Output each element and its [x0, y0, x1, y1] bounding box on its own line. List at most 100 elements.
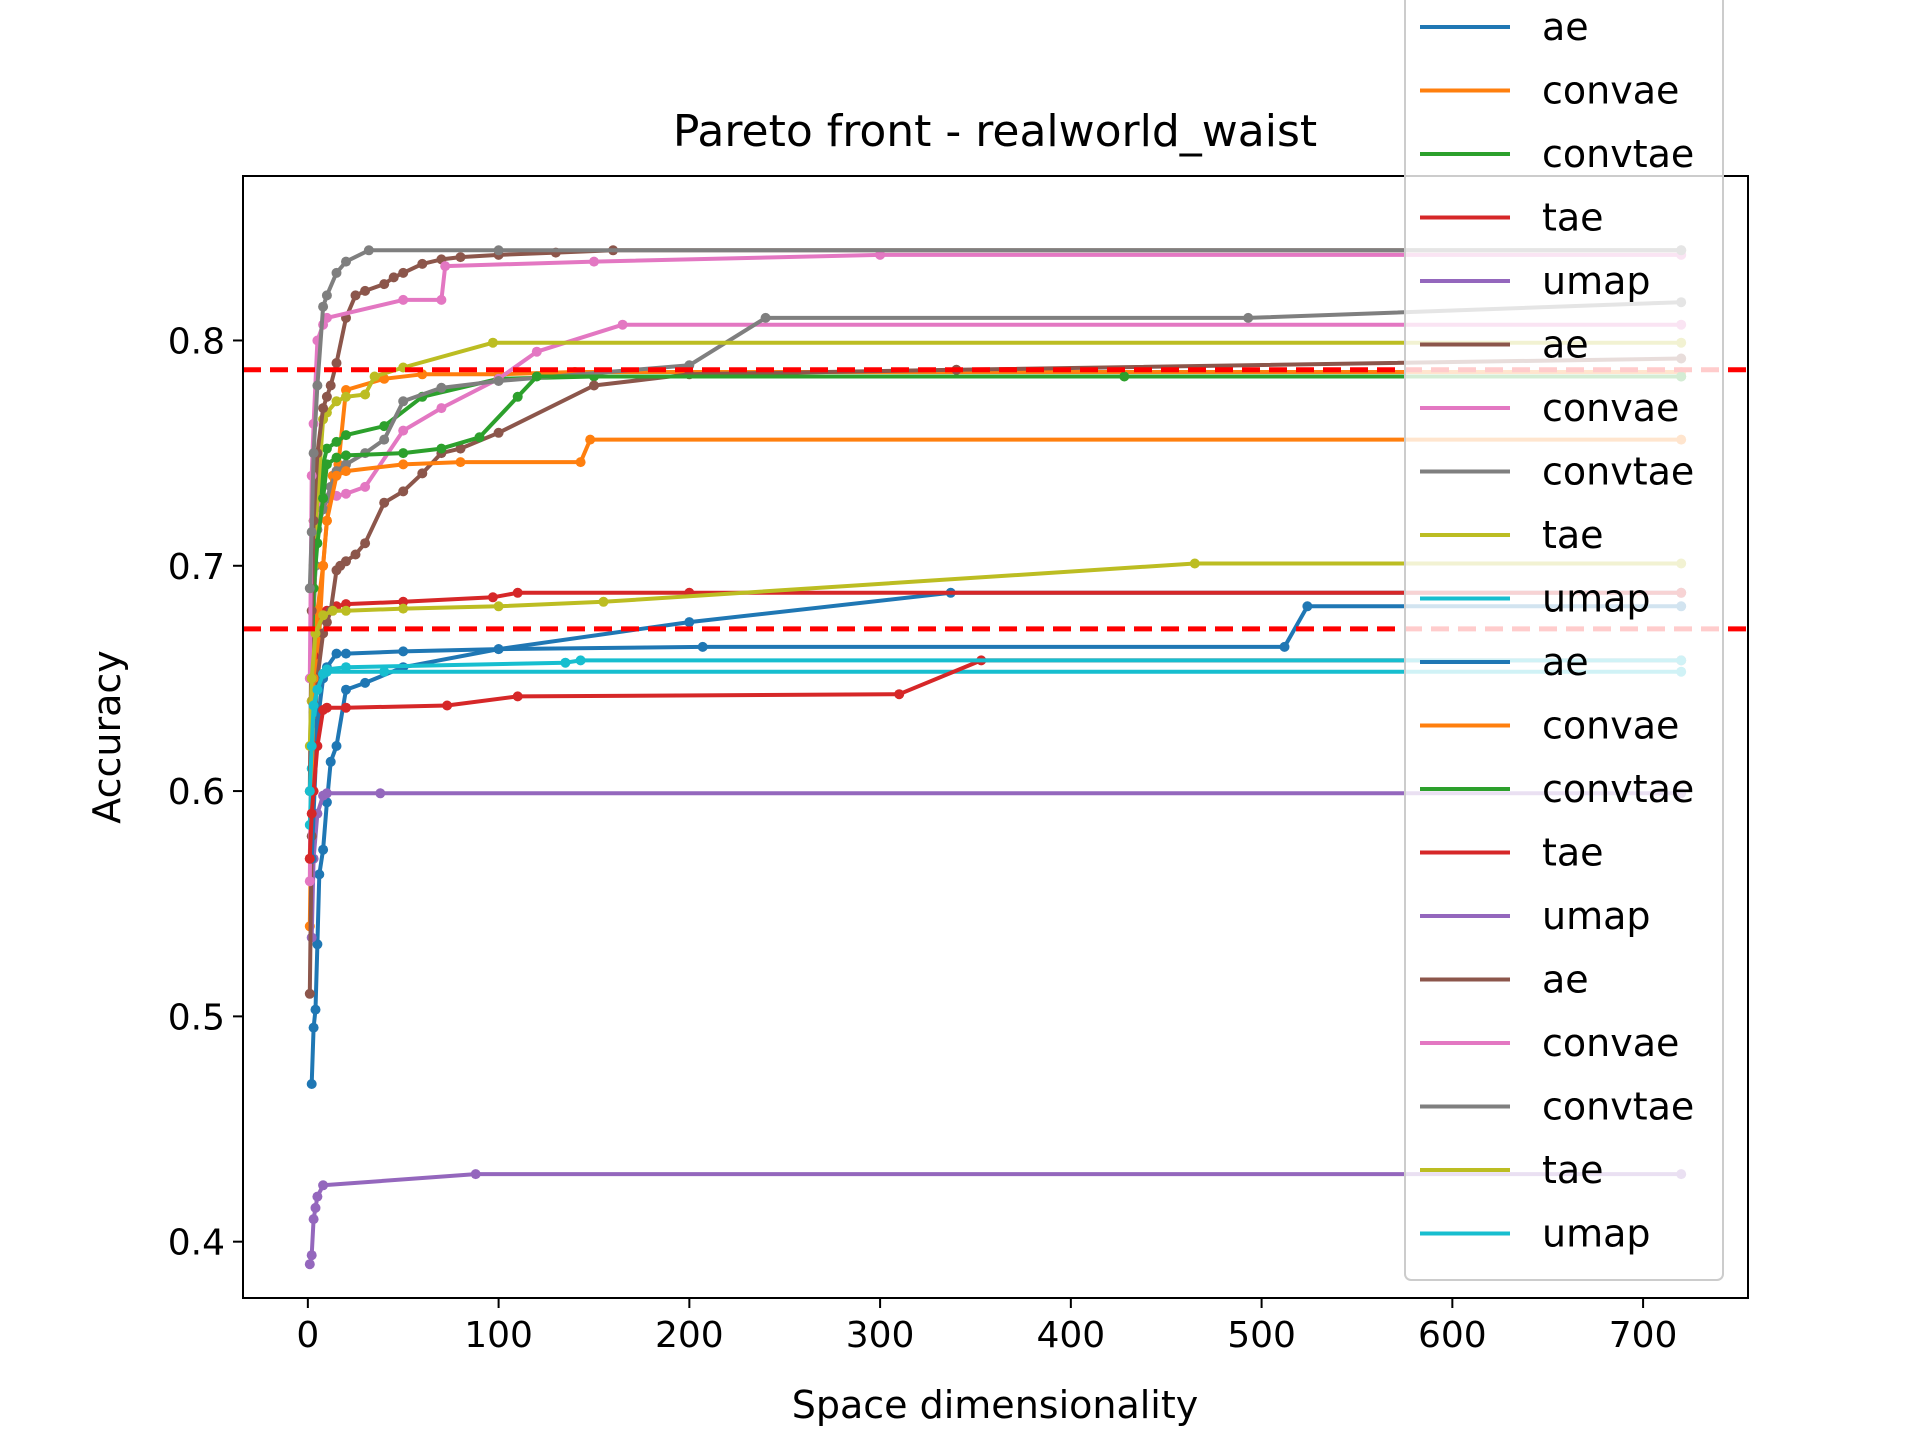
data-point — [379, 497, 390, 508]
data-point — [493, 644, 504, 655]
x-axis-label: Space dimensionality — [792, 1383, 1199, 1427]
series-line-1 — [309, 590, 1682, 1085]
data-point — [314, 869, 325, 880]
data-point — [341, 450, 351, 461]
data-point — [312, 1191, 323, 1202]
legend-item: tae — [1420, 196, 1604, 240]
legend-label: tae — [1542, 831, 1604, 875]
x-tick-label: 600 — [1418, 1315, 1487, 1356]
data-point — [442, 700, 453, 711]
legend-item: ae — [1420, 323, 1589, 367]
data-point — [341, 684, 351, 695]
legend-item: tae — [1420, 1148, 1604, 1192]
data-point — [306, 808, 317, 819]
data-point — [321, 459, 332, 470]
legend-item: umap — [1420, 894, 1651, 938]
data-point — [318, 403, 329, 414]
data-point — [331, 741, 342, 751]
data-point — [398, 448, 409, 459]
data-point — [379, 666, 390, 677]
data-point — [512, 391, 523, 402]
data-point — [575, 655, 586, 666]
data-point — [304, 988, 315, 999]
data-point — [684, 617, 695, 628]
y-tick-label: 0.6 — [168, 772, 225, 813]
data-point — [350, 290, 361, 301]
data-point — [321, 290, 332, 301]
data-point — [318, 301, 329, 312]
legend-item: tae — [1420, 831, 1604, 875]
legend-label: convae — [1542, 704, 1679, 748]
x-tick-label: 400 — [1036, 1315, 1105, 1356]
legend-item: ae — [1420, 640, 1589, 684]
data-point — [1189, 558, 1200, 569]
data-point — [436, 443, 447, 454]
data-point — [455, 252, 466, 263]
data-point — [1279, 641, 1290, 652]
data-point — [306, 527, 317, 537]
data-point — [875, 249, 886, 260]
data-point — [331, 436, 342, 447]
legend-label: tae — [1542, 513, 1604, 557]
y-tick-label: 0.4 — [168, 1223, 225, 1264]
plot-frame — [242, 175, 1749, 1299]
y-axis: 0.4 0.5 0.6 0.7 0.8 — [168, 321, 243, 1264]
data-point — [318, 610, 329, 621]
data-point — [312, 939, 323, 950]
data-point — [487, 337, 498, 348]
legend-item: umap — [1420, 577, 1651, 621]
data-point — [697, 641, 708, 652]
series-umap-15 — [304, 1169, 1687, 1270]
data-point — [310, 1202, 321, 1213]
data-point — [398, 267, 409, 278]
data-point — [436, 382, 447, 393]
data-point — [321, 664, 332, 675]
legend-item: tae — [1420, 513, 1604, 557]
legend-label: convtae — [1542, 767, 1694, 811]
legend: ae convae convtae tae umap ae convae convtae tae… — [1404, 0, 1724, 1281]
legend-label: tae — [1542, 1148, 1604, 1192]
legend-label: convae — [1542, 1021, 1679, 1065]
data-point — [493, 245, 504, 256]
data-point — [308, 700, 319, 711]
data-point — [325, 756, 336, 767]
data-point — [306, 1250, 317, 1261]
data-point — [318, 493, 329, 504]
data-point — [310, 1004, 321, 1015]
legend-label: tae — [1542, 196, 1604, 240]
data-point — [321, 443, 332, 454]
data-point — [321, 702, 332, 713]
x-axis: 0 100 200 300 400 500 600 700 — [296, 1298, 1677, 1356]
x-tick-label: 500 — [1227, 1315, 1296, 1356]
data-point — [318, 560, 329, 571]
data-point — [398, 603, 409, 614]
data-point — [398, 396, 409, 407]
data-point — [341, 662, 351, 673]
x-tick-label: 200 — [655, 1315, 724, 1356]
data-point — [379, 279, 390, 290]
data-point — [388, 272, 399, 283]
x-tick-label: 0 — [296, 1315, 319, 1356]
data-point — [306, 1079, 317, 1089]
data-point — [327, 605, 338, 616]
data-point — [306, 741, 317, 751]
x-tick-label: 300 — [846, 1315, 915, 1356]
data-point — [331, 470, 342, 481]
data-point — [379, 434, 390, 445]
legend-label: ae — [1542, 958, 1589, 1002]
data-point — [318, 844, 329, 855]
legend-item: convae — [1420, 69, 1679, 113]
data-point — [493, 376, 504, 386]
series-line-9 — [309, 340, 1682, 702]
legend-label: umap — [1542, 577, 1651, 621]
data-point — [1302, 601, 1313, 612]
data-point — [474, 432, 485, 443]
data-point — [617, 319, 628, 330]
x-tick-label: 100 — [464, 1315, 533, 1356]
data-point — [341, 605, 351, 616]
data-point — [398, 294, 409, 305]
data-point — [360, 538, 371, 549]
legend-box — [1404, 0, 1724, 1281]
legend-item: convtae — [1420, 450, 1694, 494]
